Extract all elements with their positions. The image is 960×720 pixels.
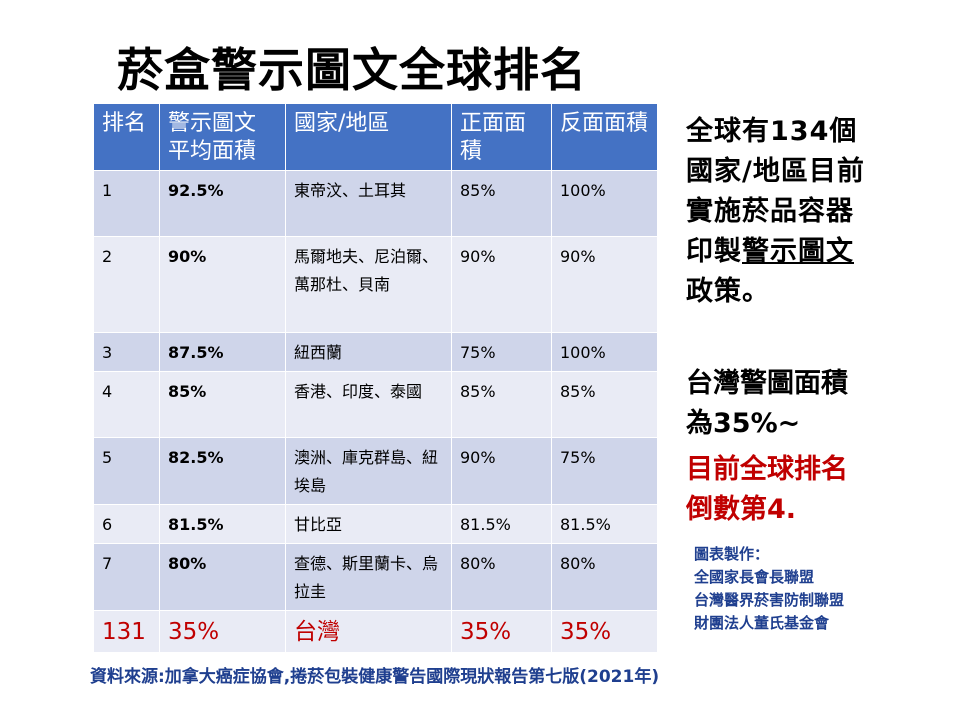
country-cell: 香港、印度、泰國: [285, 371, 452, 438]
average-area-cell: 85%: [159, 371, 286, 438]
country-cell: 甘比亞: [285, 504, 452, 544]
header-rank: 排名: [93, 103, 160, 171]
chart-credit: 圖表製作： 全國家長會長聯盟 台灣醫界菸害防制聯盟 財團法人董氏基金會: [694, 543, 954, 635]
back-area-cell: 80%: [551, 543, 658, 611]
policy-text-end: 政策。: [686, 276, 770, 307]
country-cell: 東帝汶、土耳其: [285, 170, 452, 237]
front-area-cell: 80%: [451, 543, 552, 611]
rank-cell: 5: [93, 437, 160, 505]
front-area-cell: 35%: [451, 610, 552, 653]
table-header-row: 排名 警示圖文平均面積 國家/地區 正面面積 反面面積: [93, 103, 658, 171]
average-area-cell: 87.5%: [159, 332, 286, 372]
country-cell: 馬爾地夫、尼泊爾、萬那杜、貝南: [285, 236, 452, 333]
average-area-cell: 92.5%: [159, 170, 286, 237]
front-area-cell: 85%: [451, 371, 552, 438]
table-row-taiwan: 131 35% 台灣 35% 35%: [93, 610, 658, 653]
taiwan-area-note: 台灣警圖面積為35%~: [686, 368, 848, 439]
rank-cell: 4: [93, 371, 160, 438]
credit-org: 全國家長會長聯盟: [694, 568, 815, 586]
country-cell: 澳洲、庫克群島、紐埃島: [285, 437, 452, 505]
rank-cell: 131: [93, 610, 160, 653]
country-cell: 查德、斯里蘭卡、烏拉圭: [285, 543, 452, 611]
rank-cell: 6: [93, 504, 160, 544]
front-area-cell: 81.5%: [451, 504, 552, 544]
header-average-area: 警示圖文平均面積: [159, 103, 286, 171]
table-row: 3 87.5% 紐西蘭 75% 100%: [93, 332, 658, 372]
credit-label: 圖表製作：: [694, 545, 770, 563]
average-area-cell: 35%: [159, 610, 286, 653]
table-row: 1 92.5% 東帝汶、土耳其 85% 100%: [93, 170, 658, 237]
front-area-cell: 85%: [451, 170, 552, 237]
average-area-cell: 82.5%: [159, 437, 286, 505]
table-row: 4 85% 香港、印度、泰國 85% 85%: [93, 371, 658, 438]
credit-org: 財團法人董氏基金會: [694, 614, 830, 632]
page-title: 菸盒警示圖文全球排名: [117, 43, 587, 97]
back-area-cell: 100%: [551, 332, 658, 372]
country-cell: 台灣: [285, 610, 452, 653]
table-row: 5 82.5% 澳洲、庫克群島、紐埃島 90% 75%: [93, 437, 658, 505]
average-area-cell: 81.5%: [159, 504, 286, 544]
rank-cell: 7: [93, 543, 160, 611]
back-area-cell: 35%: [551, 610, 658, 653]
back-area-cell: 85%: [551, 371, 658, 438]
front-area-cell: 75%: [451, 332, 552, 372]
taiwan-rank-note: 目前全球排名倒數第4.: [686, 454, 848, 525]
front-area-cell: 90%: [451, 437, 552, 505]
back-area-cell: 100%: [551, 170, 658, 237]
data-source: 資料來源:加拿大癌症協會,捲菸包裝健康警告國際現狀報告第七版(2021年): [90, 667, 660, 687]
average-area-cell: 90%: [159, 236, 286, 333]
front-area-cell: 90%: [451, 236, 552, 333]
ranking-table: 排名 警示圖文平均面積 國家/地區 正面面積 反面面積 1 92.5% 東帝汶、…: [93, 103, 658, 653]
table-row: 2 90% 馬爾地夫、尼泊爾、萬那杜、貝南 90% 90%: [93, 236, 658, 333]
average-area-cell: 80%: [159, 543, 286, 611]
credit-org: 台灣醫界菸害防制聯盟: [694, 591, 845, 609]
header-country: 國家/地區: [285, 103, 452, 171]
country-cell: 紐西蘭: [285, 332, 452, 372]
table-row: 6 81.5% 甘比亞 81.5% 81.5%: [93, 504, 658, 544]
policy-underlined-text: 警示圖文: [742, 236, 854, 267]
rank-cell: 2: [93, 236, 160, 333]
back-area-cell: 81.5%: [551, 504, 658, 544]
table-row: 7 80% 查德、斯里蘭卡、烏拉圭 80% 80%: [93, 543, 658, 611]
header-back-area: 反面面積: [551, 103, 658, 171]
rank-cell: 1: [93, 170, 160, 237]
policy-text: 全球有134個國家/地區目前實施菸品容器印製: [686, 116, 865, 267]
policy-note: 全球有134個國家/地區目前實施菸品容器印製警示圖文政策。: [686, 112, 866, 312]
rank-cell: 3: [93, 332, 160, 372]
back-area-cell: 90%: [551, 236, 658, 333]
back-area-cell: 75%: [551, 437, 658, 505]
header-front-area: 正面面積: [451, 103, 552, 171]
